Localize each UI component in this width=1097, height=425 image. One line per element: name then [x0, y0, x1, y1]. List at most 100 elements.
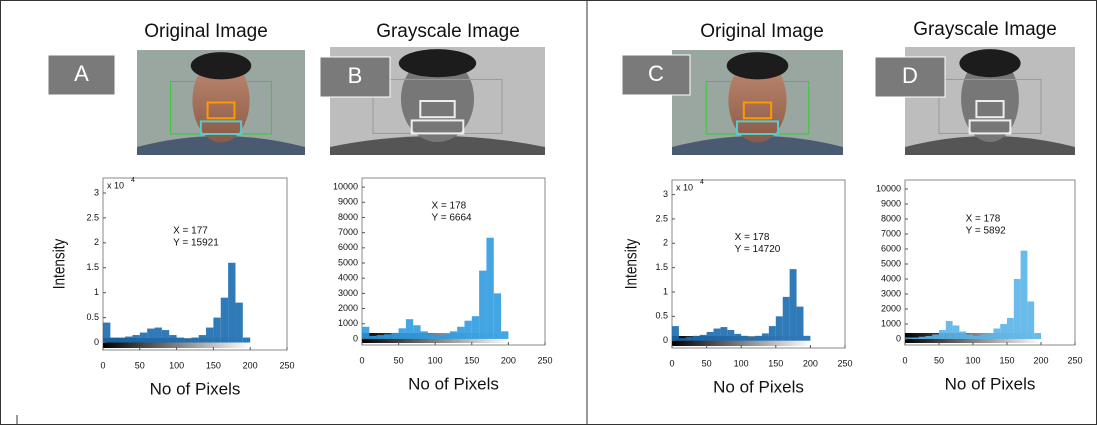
- x-tick-label: 150: [206, 360, 221, 370]
- bar: [228, 262, 236, 343]
- annotation: Y = 5892: [966, 225, 1007, 236]
- y-tick-label: 2: [94, 237, 99, 247]
- y-tick-label: 2.5: [655, 213, 668, 223]
- bar: [796, 306, 804, 341]
- bar: [727, 329, 735, 341]
- y-tick-label: 10000: [333, 181, 358, 191]
- bar: [952, 325, 960, 339]
- x-tick-label: 200: [1033, 355, 1048, 365]
- x-axis-label: No of Pixels: [713, 377, 804, 396]
- bar: [1000, 324, 1007, 339]
- x-tick-label: 0: [359, 355, 364, 365]
- colorbar: [672, 336, 811, 346]
- bar: [1013, 279, 1021, 339]
- bar: [905, 337, 912, 339]
- y-tick-label: 2000: [338, 303, 358, 313]
- bar: [398, 328, 406, 339]
- y-tick-label: 7000: [881, 228, 901, 238]
- mouth-box: [735, 120, 780, 136]
- y-tick-label: 4000: [881, 273, 901, 283]
- bar: [1007, 318, 1014, 339]
- y-tick-label: 5000: [338, 257, 358, 267]
- y-tick-label: 0: [663, 335, 668, 345]
- bar: [161, 330, 170, 343]
- x-tick-label: 150: [999, 355, 1014, 365]
- bar: [720, 327, 728, 341]
- y-tick-label: 3000: [881, 288, 901, 298]
- x-tick-label: 0: [100, 360, 105, 370]
- x-tick-label: 250: [837, 358, 852, 368]
- bar: [775, 316, 783, 341]
- x-tick-label: 250: [537, 355, 552, 365]
- hair: [959, 49, 1021, 78]
- bar: [734, 333, 742, 341]
- bar: [191, 337, 199, 343]
- x-tick-label: 50: [394, 355, 404, 365]
- bar: [672, 326, 679, 341]
- bar: [391, 332, 399, 339]
- bar: [979, 334, 987, 339]
- mouth-box: [410, 119, 465, 135]
- plot-area: [904, 179, 1076, 346]
- y-tick-label: 1000: [338, 318, 358, 328]
- bar: [501, 331, 509, 339]
- bar: [427, 334, 436, 339]
- annotation: X = 177: [173, 225, 208, 236]
- y-tick-label: 1.5: [86, 262, 99, 272]
- panel-label-box: [621, 54, 691, 96]
- annotation: Y = 6664: [431, 212, 472, 223]
- y-tick-label: 0.5: [86, 312, 99, 322]
- annotation: Y = 15921: [173, 237, 219, 248]
- bar: [213, 317, 221, 343]
- multiplier: x 10: [676, 182, 693, 192]
- multiplier-exponent: 4: [700, 179, 704, 186]
- y-tick-label: 9000: [338, 197, 358, 207]
- bar: [932, 334, 939, 339]
- nose-box: [975, 100, 1005, 119]
- panel-label: C: [648, 61, 664, 86]
- bar: [1034, 333, 1041, 339]
- bar: [169, 335, 177, 343]
- bar: [117, 337, 126, 343]
- shirt: [137, 136, 305, 155]
- bar: [383, 334, 392, 339]
- y-tick-label: 7000: [338, 227, 358, 237]
- bar: [692, 335, 700, 341]
- y-tick-label: 8000: [881, 213, 901, 223]
- bar: [442, 334, 450, 339]
- nose-box: [206, 101, 236, 120]
- annotation: X = 178: [735, 232, 770, 243]
- bar: [678, 338, 686, 341]
- multiplier-exponent: 4: [131, 177, 135, 184]
- y-tick-label: 0: [896, 333, 901, 343]
- hair: [190, 52, 252, 80]
- hair: [398, 49, 477, 78]
- bar: [748, 336, 756, 341]
- bar: [803, 335, 811, 341]
- x-tick-label: 150: [464, 355, 479, 365]
- colorbar: [103, 338, 251, 348]
- mouth-box: [199, 120, 243, 136]
- panel-title: Original Image: [700, 21, 824, 42]
- panel-label-box: [319, 56, 391, 98]
- bar: [220, 297, 229, 343]
- bar: [768, 326, 776, 341]
- bar: [706, 331, 714, 341]
- plot-area: [361, 177, 546, 346]
- bar: [925, 336, 933, 339]
- x-tick-label: 0: [902, 355, 907, 365]
- bar: [132, 335, 140, 343]
- bar: [741, 335, 749, 341]
- plot-area: [671, 179, 846, 349]
- x-tick-label: 100: [428, 355, 443, 365]
- annotation: X = 178: [966, 213, 1001, 224]
- x-tick-label: 100: [734, 358, 749, 368]
- x-tick-label: 250: [279, 360, 294, 370]
- y-tick-label: 10000: [876, 183, 901, 193]
- bar: [755, 335, 762, 341]
- bar: [449, 331, 458, 339]
- x-tick-label: 200: [501, 355, 516, 365]
- x-tick-label: 200: [803, 358, 818, 368]
- bar: [945, 321, 953, 339]
- nose-box: [742, 101, 773, 120]
